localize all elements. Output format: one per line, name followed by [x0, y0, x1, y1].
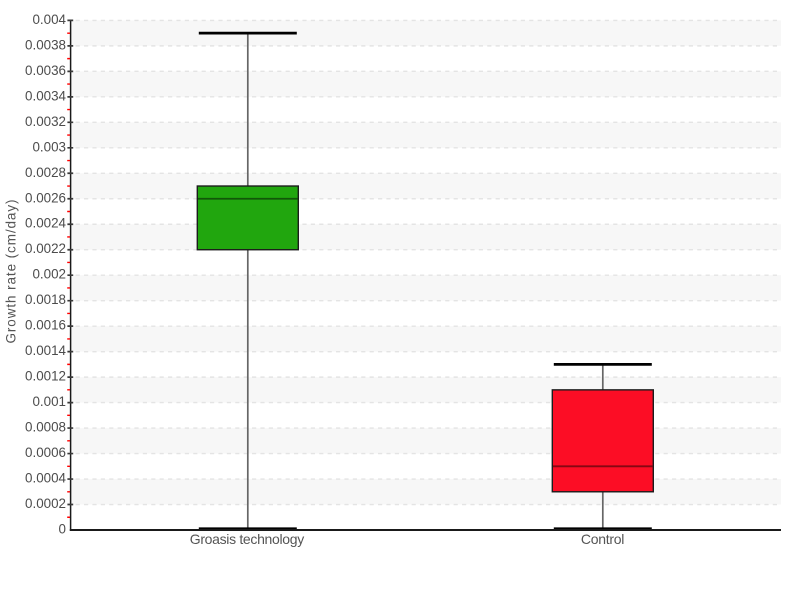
- svg-text:0.0032: 0.0032: [25, 114, 66, 129]
- svg-text:Groasis technology: Groasis technology: [190, 531, 305, 547]
- svg-text:0.0018: 0.0018: [25, 292, 66, 307]
- svg-text:0.004: 0.004: [32, 12, 66, 27]
- svg-text:0.0022: 0.0022: [25, 241, 66, 256]
- svg-text:0.0026: 0.0026: [25, 190, 66, 205]
- svg-text:0.0024: 0.0024: [25, 216, 67, 231]
- svg-text:0.0008: 0.0008: [25, 420, 66, 435]
- svg-text:0.0006: 0.0006: [25, 445, 66, 460]
- svg-text:0.0038: 0.0038: [25, 37, 66, 52]
- svg-text:0.0012: 0.0012: [25, 369, 66, 384]
- svg-text:Control: Control: [581, 531, 625, 547]
- svg-text:0.0002: 0.0002: [25, 496, 66, 511]
- svg-text:0.002: 0.002: [32, 267, 66, 282]
- svg-text:0.0004: 0.0004: [25, 471, 67, 486]
- svg-text:0.003: 0.003: [32, 139, 66, 154]
- svg-text:0.0016: 0.0016: [25, 318, 66, 333]
- svg-text:0.001: 0.001: [32, 394, 66, 409]
- svg-text:0.0034: 0.0034: [25, 88, 67, 103]
- svg-text:0.0028: 0.0028: [25, 165, 66, 180]
- svg-text:0.0036: 0.0036: [25, 63, 66, 78]
- svg-text:Growth rate (cm/day): Growth rate (cm/day): [4, 200, 19, 344]
- svg-text:0: 0: [59, 522, 66, 537]
- svg-text:0.0014: 0.0014: [25, 343, 67, 358]
